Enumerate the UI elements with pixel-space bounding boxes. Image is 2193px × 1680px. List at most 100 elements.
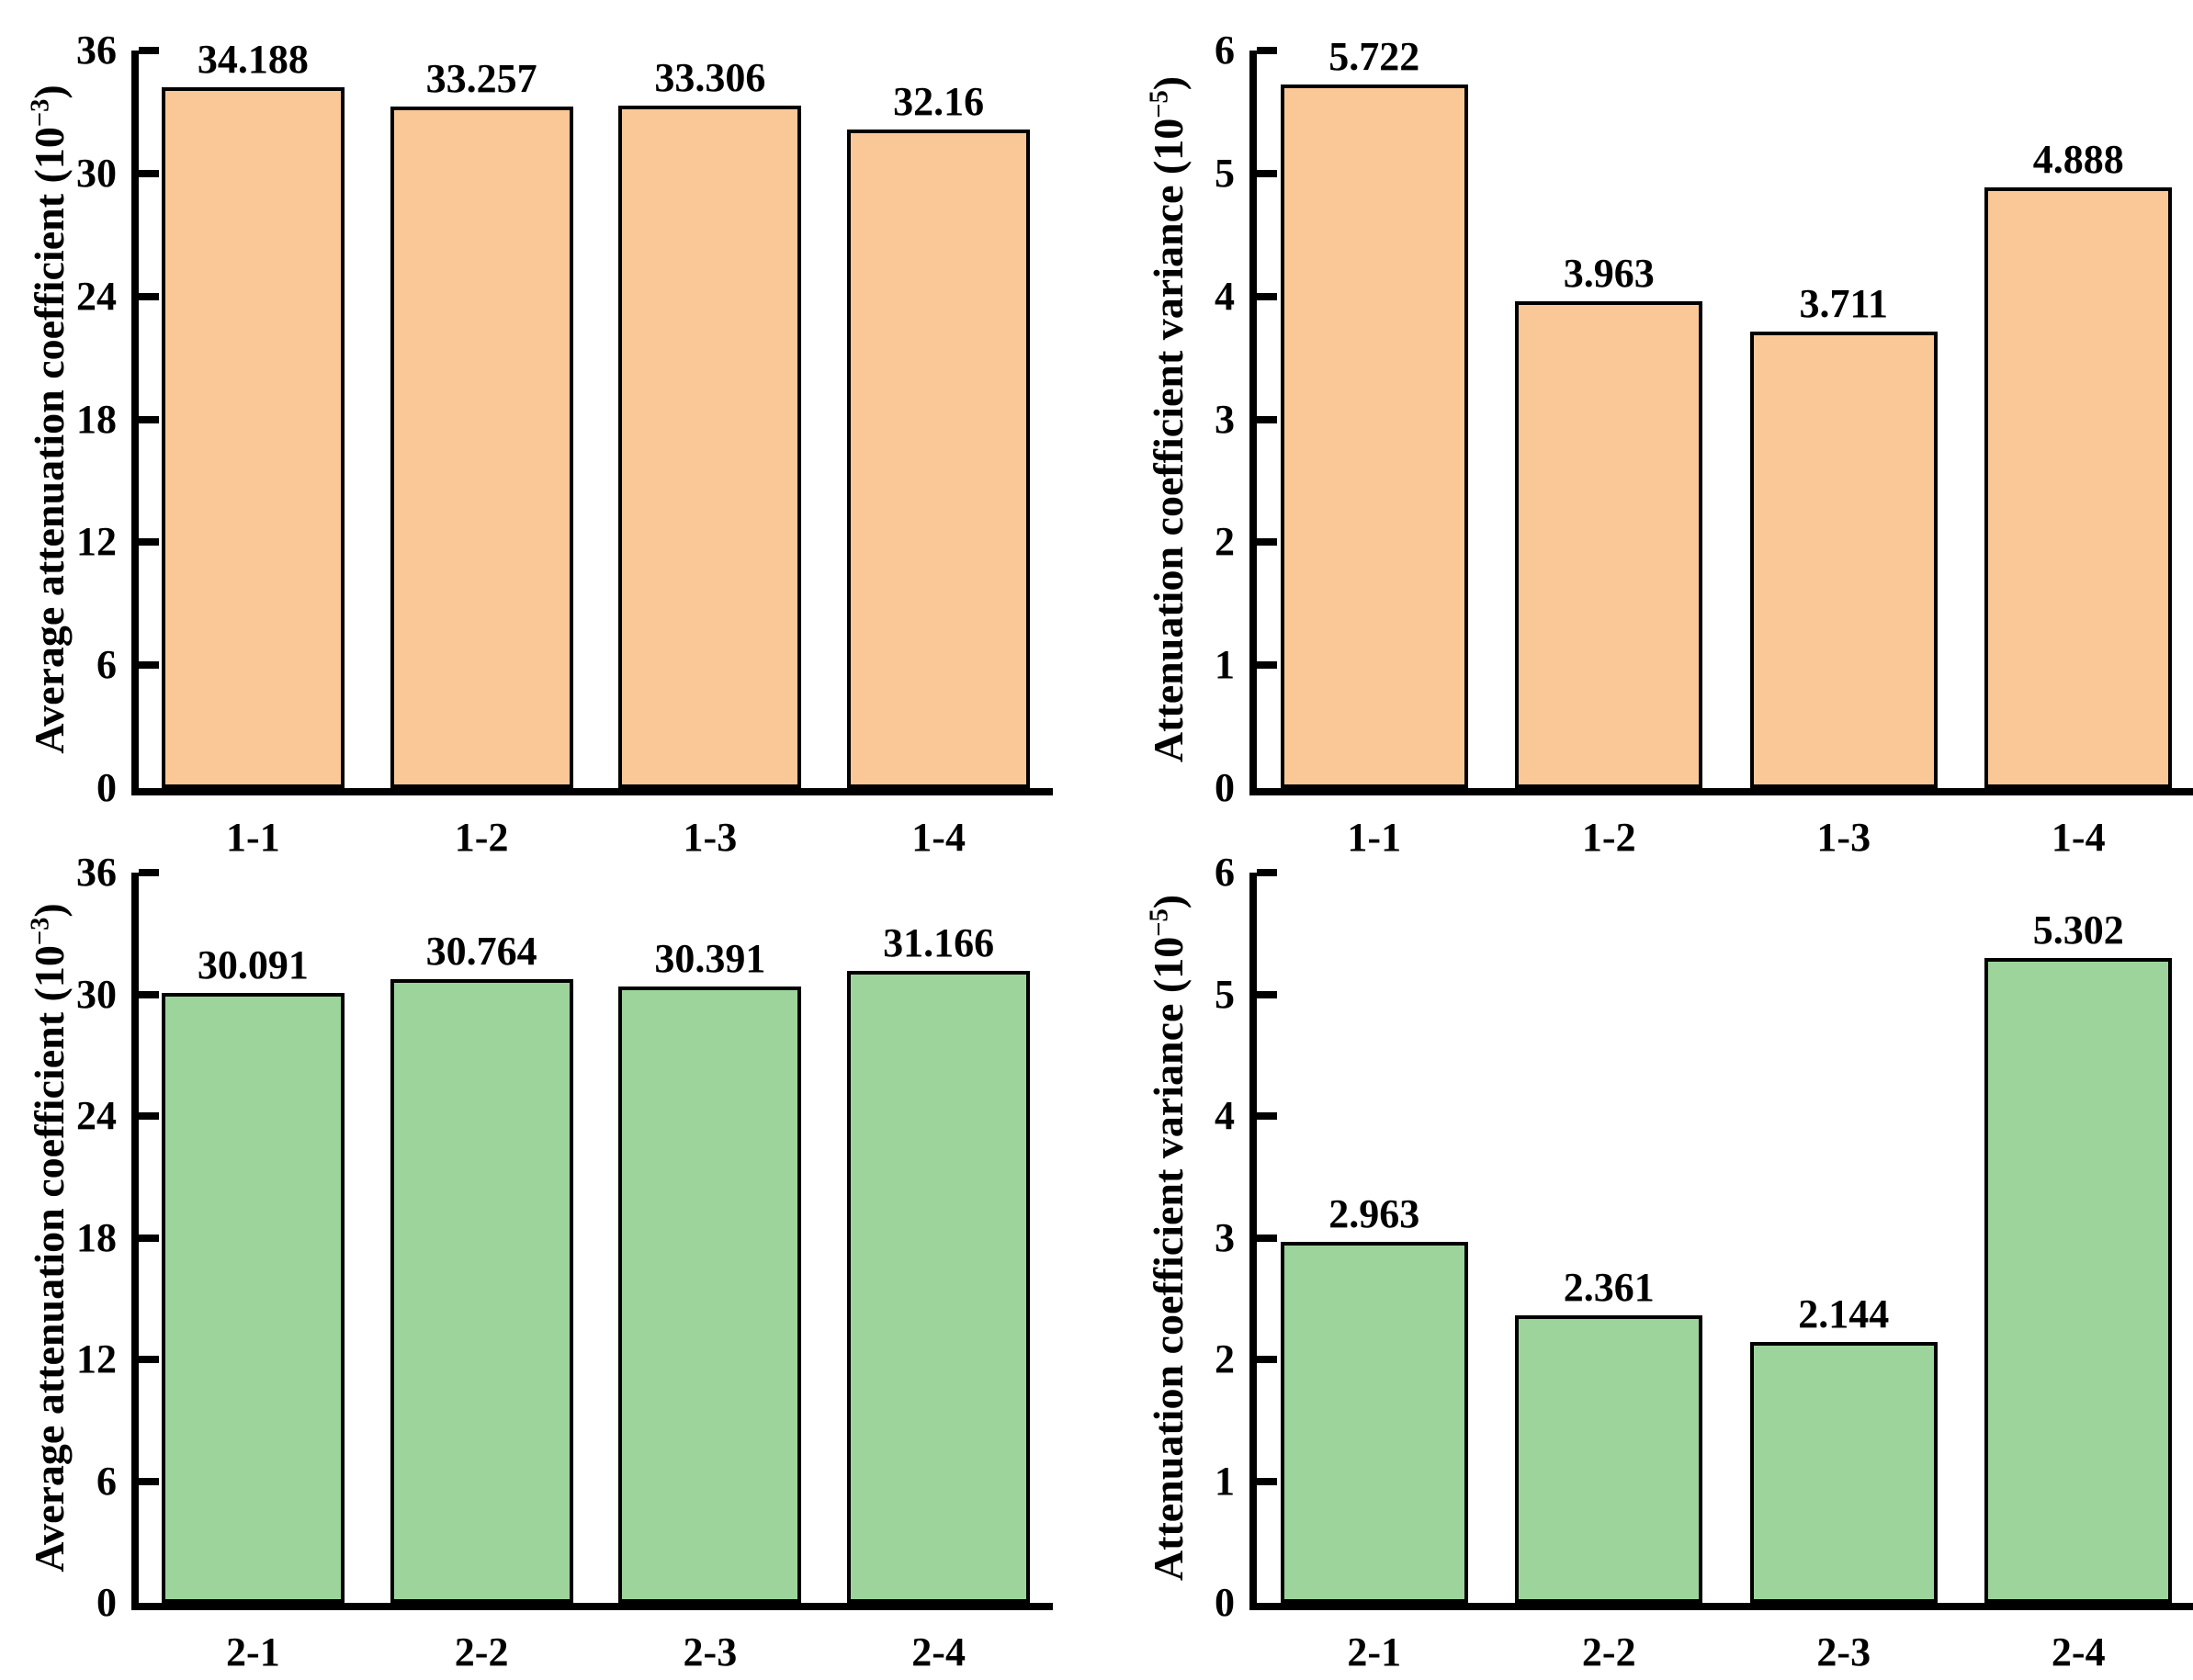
bar-slot: 4.888 1-4 — [1961, 51, 2193, 858]
bars-container: 2.963 2-1 2.361 2-2 2.144 2-3 5.302 2-4 — [1257, 873, 2193, 1673]
bar-value-label: 3.963 — [1563, 250, 1655, 296]
bar: 34.188 — [161, 39, 345, 788]
x-tick-label: 2-4 — [911, 1629, 966, 1674]
bar-slot: 5.302 2-4 — [1961, 873, 2193, 1673]
x-tick-label: 2-3 — [683, 1629, 738, 1674]
y-tick-label: 6 — [96, 1458, 117, 1504]
bar-value-label: 31.166 — [883, 919, 995, 965]
y-tick-label: 36 — [76, 28, 117, 73]
y-tick — [1257, 1234, 1277, 1242]
bar-value-label: 5.302 — [2032, 907, 2124, 953]
y-tick-label: 36 — [76, 850, 117, 895]
y-tick — [1257, 1356, 1277, 1364]
y-tick — [139, 47, 159, 54]
y-tick-label: 12 — [76, 1336, 117, 1382]
bar-value-label: 2.144 — [1798, 1291, 1890, 1336]
x-tick-label: 1-4 — [2051, 815, 2106, 860]
x-tick-label: 1-1 — [226, 815, 280, 860]
y-tick — [1257, 869, 1277, 876]
y-tick-label: 2 — [1215, 519, 1235, 565]
y-tick-label: 4 — [1215, 273, 1235, 319]
bar-slot: 5.722 1-1 — [1257, 37, 1492, 858]
x-tick-label: 1-1 — [1347, 815, 1402, 860]
y-tick — [1257, 292, 1277, 300]
bar: 33.257 — [390, 59, 573, 788]
y-tick — [1257, 1112, 1277, 1121]
bar-slot: 31.166 2-4 — [824, 873, 1053, 1673]
bar: 5.302 — [1984, 909, 2173, 1603]
y-axis-title: Attenuation coefficient variance (10−5) — [1139, 873, 1198, 1603]
y-tick — [139, 661, 159, 670]
bar-slot: 32.16 1-4 — [824, 51, 1053, 858]
plot-area: 0 1 2 3 4 5 6 2.963 2-1 2.361 2-2 2.144 2-3 5.302 2-4 — [1215, 852, 2193, 1673]
x-tick-label: 1-2 — [1581, 815, 1636, 860]
y-tick-label: 24 — [76, 273, 117, 319]
bar: 2.361 — [1515, 1268, 1703, 1603]
y-tick — [139, 990, 159, 998]
y-axis-title-exponent: −5 — [1145, 908, 1174, 937]
y-tick — [1257, 661, 1277, 670]
y-tick-label: 4 — [1215, 1093, 1235, 1139]
y-tick-label: 2 — [1215, 1336, 1235, 1382]
bar-value-label: 30.391 — [654, 935, 766, 981]
y-tick-label: 24 — [76, 1093, 117, 1139]
bar-value-label: 30.091 — [197, 941, 309, 987]
y-tick — [139, 869, 159, 876]
y-tick-label: 5 — [1215, 971, 1235, 1017]
bar-slot: 34.188 1-1 — [139, 39, 367, 858]
x-tick-label: 1-3 — [1816, 815, 1871, 860]
y-tick-label: 6 — [96, 642, 117, 688]
bar-value-label: 30.764 — [425, 928, 537, 974]
bar-value-label: 3.711 — [1799, 281, 1889, 327]
bar-slot: 3.963 1-2 — [1492, 51, 1727, 858]
bar: 33.306 — [618, 58, 802, 788]
y-tick-label: 3 — [1215, 1214, 1235, 1260]
plot-area: 0 6 12 18 24 30 36 30.091 2-1 30.764 2-2 30.391 2-3 3… — [76, 852, 1053, 1673]
plot-area: 0 6 12 18 24 30 36 34.188 1-1 33.257 1-2 33.306 1-3 3… — [76, 30, 1053, 858]
x-tick-label: 2-4 — [2051, 1629, 2106, 1674]
y-axis-title-text: Attenuation coefficient variance (10 — [1145, 936, 1192, 1582]
x-tick-label: 1-4 — [911, 815, 966, 860]
y-tick-label: 0 — [96, 1580, 117, 1625]
y-tick-label: 1 — [1215, 642, 1235, 688]
bar-value-label: 33.257 — [425, 56, 537, 102]
bars-container: 5.722 1-1 3.963 1-2 3.711 1-3 4.888 1-4 — [1257, 37, 2193, 858]
bar: 30.091 — [161, 944, 345, 1603]
y-tick — [1257, 538, 1277, 547]
bars-container: 30.091 2-1 30.764 2-2 30.391 2-3 31.166 2-4 — [139, 873, 1053, 1673]
bar: 5.722 — [1280, 37, 1468, 788]
bar: 3.963 — [1515, 253, 1703, 788]
bar-value-label: 33.306 — [654, 55, 766, 101]
bar-slot: 33.306 1-3 — [596, 51, 825, 858]
y-tick-label: 6 — [1215, 850, 1235, 895]
y-tick-label: 3 — [1215, 396, 1235, 442]
bar: 2.144 — [1749, 1293, 1938, 1603]
y-tick-label: 18 — [76, 396, 117, 442]
y-tick — [139, 538, 159, 547]
bar-slot: 33.257 1-2 — [367, 51, 596, 858]
bar: 32.16 — [847, 81, 1031, 788]
y-tick — [1257, 990, 1277, 998]
bar-value-label: 4.888 — [2032, 136, 2124, 182]
x-tick-label: 1-3 — [683, 815, 738, 860]
bar-value-label: 2.361 — [1563, 1265, 1655, 1311]
y-tick — [139, 1477, 159, 1485]
x-tick-label: 2-1 — [226, 1629, 280, 1674]
bar-slot: 30.091 2-1 — [139, 873, 367, 1673]
bar-value-label: 5.722 — [1328, 34, 1420, 80]
y-tick-label: 12 — [76, 519, 117, 565]
bar: 30.391 — [618, 938, 802, 1603]
x-tick-label: 2-2 — [1581, 1629, 1636, 1674]
y-tick-label: 1 — [1215, 1458, 1235, 1504]
y-tick — [139, 1234, 159, 1242]
x-tick-label: 2-3 — [1816, 1629, 1871, 1674]
y-tick — [1257, 415, 1277, 423]
y-tick — [139, 169, 159, 177]
plot-area: 0 1 2 3 4 5 6 5.722 1-1 3.963 1-2 3.711 1-3 4.888 1-4 — [1215, 30, 2193, 858]
y-tick — [1257, 169, 1277, 177]
y-tick-label: 30 — [76, 150, 117, 196]
y-tick — [139, 1356, 159, 1364]
